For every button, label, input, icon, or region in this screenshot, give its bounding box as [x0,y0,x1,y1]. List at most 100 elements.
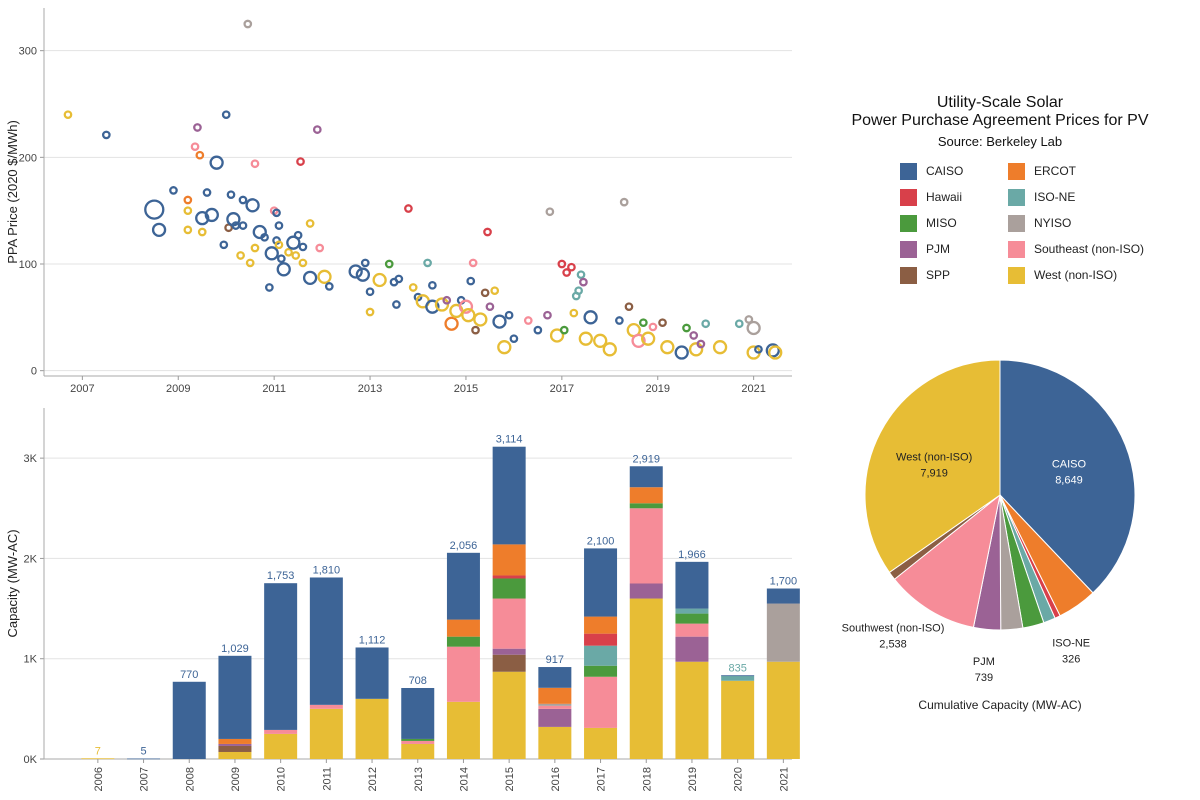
x-tick-label: 2013 [358,383,382,395]
scatter-point-miso [559,325,569,335]
y-tick-label: 3K [24,453,38,465]
legend-item-miso: MISO [900,214,1000,232]
x-tick-label: 2019 [687,767,699,791]
x-tick-label: 2010 [276,767,288,791]
bar-segment-ercot [584,616,618,634]
legend-item-ercot: ERCOT [1008,162,1178,180]
legend-label: SPP [926,268,951,282]
bar-segment-pjm [675,636,709,662]
scatter-point-iso-ne [423,258,432,268]
x-tick-label: 2018 [641,767,653,791]
bar-segment-southeast-non-iso [675,623,709,637]
bar-segment-spp [218,745,252,752]
bar-segment-iso-ne [584,645,618,666]
legend-swatch [1008,188,1025,206]
scatter-point-iso-ne [734,319,744,329]
pie-value-west-non-iso: 7,919 [920,468,948,480]
scatter-point-caiso [355,267,371,282]
scatter-point-pjm [579,277,588,287]
scatter-point-west-non-iso [197,227,207,237]
pie-title: Cumulative Capacity (MW-AC) [918,698,1082,712]
scatter-point-hawaii [557,259,567,269]
scatter-point-caiso [298,242,308,252]
scatter-point-caiso [238,195,248,205]
legend-item-hawaii: Hawaii [900,188,1000,206]
bar-segment-hawaii [584,633,618,646]
bar-segment-west-non-iso [629,598,663,759]
bar-total-label: 708 [409,675,427,687]
pie-label-west-non-iso: West (non-ISO) [896,452,972,464]
x-tick-label: 2006 [93,767,105,791]
y-tick-label: 0 [31,366,37,378]
bar-segment-ercot [629,487,663,504]
bar-segment-southeast-non-iso [401,740,435,744]
scatter-point-west-non-iso [473,312,488,327]
bar-total-label: 917 [546,654,564,666]
scatter-point-west-non-iso [712,340,728,355]
bar-segment-miso [401,738,435,741]
legend-label: Hawaii [926,190,963,204]
legend-swatch [900,214,917,232]
capacity-bar-chart: 0K 1K 2K 3K Capacity (MW-AC) 7 2006 5 2007 770 200… [5,408,800,791]
x-tick-label: 2011 [321,767,333,791]
y-tick-label: 1K [24,654,38,666]
x-tick-label: 2015 [454,383,478,395]
x-tick-label: 2021 [778,767,790,791]
bar-segment-caiso [766,588,800,604]
scatter-point-caiso [394,274,404,284]
scatter-point-iso-ne [701,319,711,329]
scatter-point-west-non-iso [305,219,315,228]
scatter-point-west-non-iso [250,243,260,253]
scatter-point-caiso [533,325,543,335]
scatter-point-caiso [238,221,248,230]
scatter-point-west-non-iso [291,251,301,260]
x-tick-label: 2012 [367,767,379,791]
scatter-point-west-non-iso [365,307,375,317]
bar-segment-pjm [492,648,526,655]
bar-total-label: 770 [180,669,198,681]
scatter-point-west-non-iso [497,340,512,355]
legend-swatch [1008,214,1025,232]
scatter-point-west-non-iso [578,331,593,346]
scatter-point-west-non-iso [274,240,284,250]
bar-total-label: 1,966 [678,549,706,561]
legend-swatch [900,162,917,180]
pie-value-pjm: 739 [975,672,993,684]
bar-segment-southeast-non-iso [309,704,343,709]
legend-item-caiso: CAISO [900,162,1000,180]
legend-label: PJM [926,242,950,256]
bar-segment-ercot [446,619,480,637]
x-tick-label: 2017 [596,767,608,791]
scatter-point-southeast-non-iso [458,299,474,314]
bar-segment-miso [629,503,663,509]
scatter-point-caiso [425,299,440,314]
scatter-point-spp [624,302,634,312]
bar-segment-caiso [127,758,161,760]
y-axis-label: PPA Price (2020 $/MWh) [5,120,20,264]
x-tick-label: 2015 [504,767,516,791]
scatter-point-pjm [485,302,495,312]
bar-segment-west-non-iso [81,758,115,760]
bar-segment-west-non-iso [675,661,709,759]
x-tick-label: 2019 [646,383,670,395]
bar-segment-caiso [401,687,435,739]
scatter-point-caiso [276,262,291,277]
bar-segment-caiso [309,577,343,705]
pie-value-iso-ne: 326 [1062,653,1080,665]
scatter-point-nyiso [545,207,555,217]
scatter-point-caiso [509,334,519,344]
x-tick-label: 2009 [166,383,190,395]
x-tick-label: 2008 [184,767,196,791]
scatter-point-west-non-iso [236,251,245,260]
legend-label: CAISO [926,164,964,178]
scatter-point-pjm [543,310,552,320]
legend-swatch [900,240,917,258]
scatter-point-hawaii [296,157,305,166]
bar-segment-west-non-iso [721,680,755,759]
chart-title-line1: Utility-Scale Solar [936,94,1064,111]
y-tick-label: 300 [19,46,37,58]
bar-segment-ercot [538,687,572,704]
bar-segment-pjm [218,743,252,746]
scatter-point-caiso [252,224,267,240]
scatter-point-southeast-non-iso [648,322,658,332]
